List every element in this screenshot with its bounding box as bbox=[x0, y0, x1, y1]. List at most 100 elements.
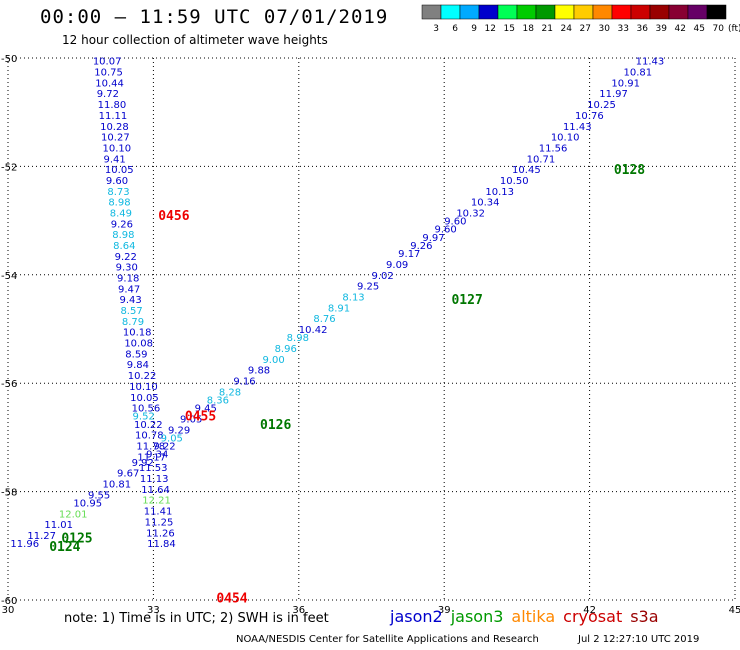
swh-value: 9.47 bbox=[118, 284, 140, 295]
legend-unit: (ft) bbox=[728, 24, 740, 34]
y-tick-label: -54 bbox=[1, 271, 17, 282]
swh-value: 8.49 bbox=[110, 208, 132, 219]
swh-value: 11.17 bbox=[137, 452, 166, 463]
swh-value: 10.22 bbox=[134, 420, 163, 431]
x-tick-label: 42 bbox=[583, 605, 596, 616]
swh-value: 10.50 bbox=[500, 176, 529, 187]
swh-value: 10.05 bbox=[105, 165, 134, 176]
swh-value: 12.21 bbox=[142, 496, 171, 507]
legend-label-45: 45 bbox=[694, 24, 705, 34]
legend-label-24: 24 bbox=[561, 24, 573, 34]
swh-value: 10.91 bbox=[611, 78, 640, 89]
swh-value: 10.76 bbox=[575, 111, 604, 122]
swh-value: 8.76 bbox=[313, 314, 335, 325]
swh-value: 8.13 bbox=[342, 292, 364, 303]
swh-value: 11.27 bbox=[27, 531, 56, 542]
satellite-legend: jason2 jason3 altika cryosat s3a bbox=[390, 607, 667, 626]
swh-value: 8.59 bbox=[125, 349, 147, 360]
legend-swatch-70 bbox=[706, 4, 727, 20]
swh-value: 10.27 bbox=[101, 133, 130, 144]
swh-value: 9.43 bbox=[119, 295, 141, 306]
swh-value: 10.10 bbox=[551, 133, 580, 144]
swh-value: 10.18 bbox=[123, 328, 152, 339]
swh-value: 10.08 bbox=[124, 339, 153, 350]
swh-value: 9.30 bbox=[116, 263, 138, 274]
swh-value: 9.02 bbox=[372, 271, 394, 282]
swh-value: 9.25 bbox=[357, 282, 379, 293]
swh-value: 10.81 bbox=[103, 479, 132, 490]
swh-value: 9.05 bbox=[180, 414, 202, 425]
legend-swatch-39 bbox=[649, 4, 670, 20]
swh-value: 10.95 bbox=[73, 498, 102, 509]
swh-value: 9.72 bbox=[97, 89, 119, 100]
swh-value: 8.98 bbox=[287, 333, 309, 344]
swh-value: 11.26 bbox=[146, 528, 175, 539]
swh-value: 8.96 bbox=[275, 344, 297, 355]
swh-value: 8.98 bbox=[108, 198, 130, 209]
chart-subtitle: 12 hour collection of altimeter wave hei… bbox=[62, 33, 328, 47]
swh-value: 8.73 bbox=[107, 187, 129, 198]
generated-timestamp: Jul 2 12:27:10 UTC 2019 bbox=[578, 634, 700, 645]
y-tick-label: -60 bbox=[1, 596, 17, 607]
swh-value: 10.13 bbox=[485, 187, 514, 198]
legend-swatch-24 bbox=[554, 4, 575, 20]
legend-label-12: 12 bbox=[485, 24, 496, 34]
swh-value: 9.22 bbox=[153, 442, 175, 453]
swh-value: 11.53 bbox=[139, 463, 168, 474]
y-tick-label: -52 bbox=[1, 162, 17, 173]
swh-value: 10.34 bbox=[471, 198, 500, 209]
y-tick-label: -56 bbox=[1, 379, 17, 390]
swh-value: 9.60 bbox=[444, 217, 466, 228]
satellite-altika: altika bbox=[511, 607, 556, 626]
swh-value: 11.41 bbox=[144, 507, 173, 518]
swh-value: 8.57 bbox=[120, 306, 142, 317]
x-tick-label: 45 bbox=[729, 605, 740, 616]
legend-label-30: 30 bbox=[599, 24, 611, 34]
x-tick-label: 33 bbox=[147, 605, 160, 616]
swh-value: 11.01 bbox=[44, 520, 73, 531]
swh-value: 10.32 bbox=[456, 208, 485, 219]
x-tick-label: 30 bbox=[2, 605, 15, 616]
legend-swatch-18 bbox=[516, 4, 537, 20]
legend-swatch-33 bbox=[611, 4, 632, 20]
swh-value: 8.91 bbox=[328, 303, 350, 314]
swh-value: 8.28 bbox=[219, 387, 241, 398]
legend-label-27: 27 bbox=[580, 24, 591, 34]
swh-value: 9.97 bbox=[422, 233, 444, 244]
swh-value: 9.45 bbox=[195, 404, 217, 415]
swh-value: 9.88 bbox=[248, 366, 270, 377]
swh-value: 11.96 bbox=[10, 539, 39, 550]
swh-value: 10.10 bbox=[129, 382, 158, 393]
swh-value: 9.05 bbox=[161, 433, 183, 444]
legend-label-9: 9 bbox=[471, 24, 477, 34]
swh-value: 9.55 bbox=[88, 490, 110, 501]
legend-label-6: 6 bbox=[452, 24, 458, 34]
legend-label-21: 21 bbox=[542, 24, 553, 34]
satellite-jason2: jason2 bbox=[390, 607, 443, 626]
swh-value: 11.97 bbox=[599, 89, 628, 100]
legend-swatch-45 bbox=[687, 4, 708, 20]
legend-label-42: 42 bbox=[675, 24, 686, 34]
swh-value: 9.60 bbox=[435, 225, 457, 236]
x-tick-label: 36 bbox=[292, 605, 305, 616]
swh-value: 9.00 bbox=[262, 355, 284, 366]
swh-value: 10.07 bbox=[93, 57, 122, 68]
swh-value: 9.26 bbox=[111, 219, 133, 230]
legend-swatch-30 bbox=[592, 4, 613, 20]
swh-value: 9.18 bbox=[117, 274, 139, 285]
legend-swatch-27 bbox=[573, 4, 594, 20]
swh-value: 11.25 bbox=[145, 517, 174, 528]
pass-label-0126: 0126 bbox=[260, 418, 291, 433]
pass-label-0456: 0456 bbox=[158, 209, 189, 224]
satellite-jason3: jason3 bbox=[450, 607, 504, 626]
swh-value: 11.43 bbox=[636, 57, 665, 68]
legend-label-39: 39 bbox=[656, 24, 668, 34]
swh-value: 9.09 bbox=[386, 260, 408, 271]
y-tick-label: -50 bbox=[1, 54, 17, 65]
swh-value: 11.56 bbox=[539, 143, 568, 154]
satellite-s3a: s3a bbox=[630, 607, 659, 626]
swh-value: 9.84 bbox=[127, 360, 149, 371]
y-tick-label: -58 bbox=[1, 488, 17, 499]
legend-label-36: 36 bbox=[637, 24, 649, 34]
